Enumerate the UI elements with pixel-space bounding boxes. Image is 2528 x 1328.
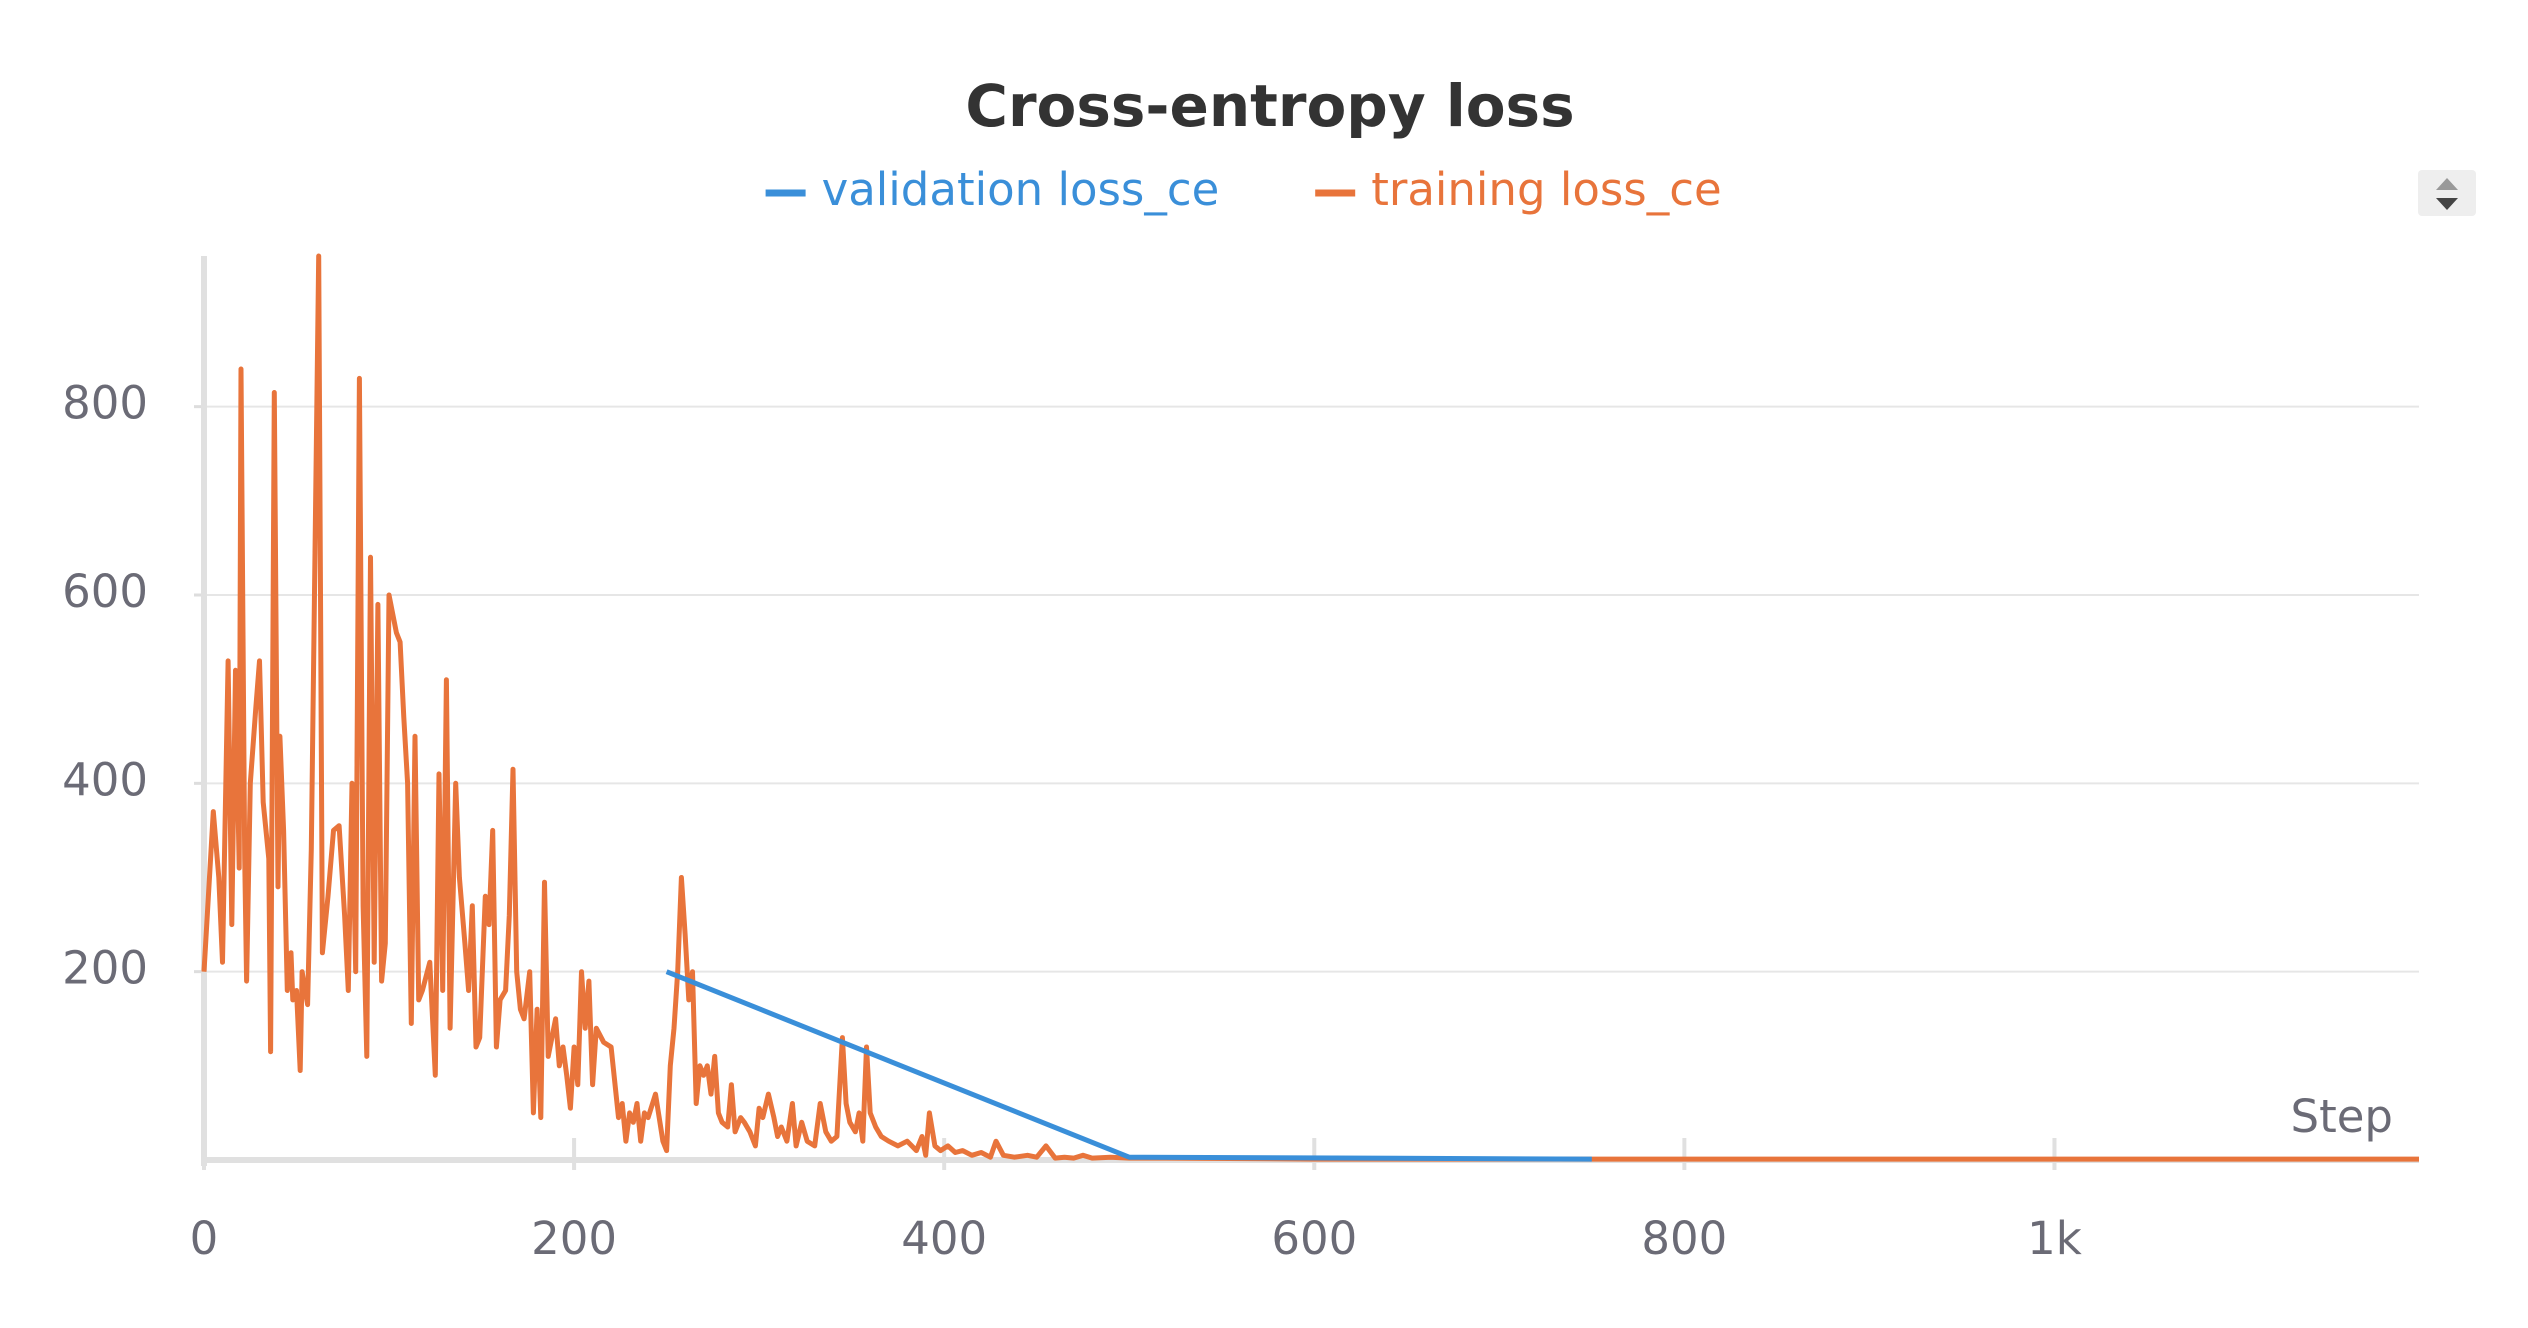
scroll-bg[interactable] xyxy=(2418,170,2476,216)
x-axis-label: Step xyxy=(2291,1090,2393,1143)
arrow-up[interactable] xyxy=(2436,178,2458,190)
y-tick-label: 400 xyxy=(62,753,148,806)
y-tick-label: 600 xyxy=(62,565,148,618)
y-tick-label: 800 xyxy=(62,377,148,430)
x-tick-label: 200 xyxy=(531,1212,617,1265)
x-tick-label: 1k xyxy=(2027,1212,2082,1265)
line-series xyxy=(201,253,2419,1162)
scroll-control[interactable] xyxy=(2418,170,2476,216)
legend-label: validation loss_ce xyxy=(822,163,1220,216)
arrow-down[interactable] xyxy=(2436,198,2458,210)
line-series xyxy=(665,969,1592,1162)
legend-label: training loss_ce xyxy=(1371,163,1722,216)
y-tick-label: 200 xyxy=(62,942,148,995)
x-tick-label: 400 xyxy=(901,1212,987,1265)
x-tick-label: 800 xyxy=(1641,1212,1727,1265)
x-tick-label: 0 xyxy=(190,1212,219,1265)
chart-title: Cross-entropy loss xyxy=(965,72,1574,140)
x-tick-label: 600 xyxy=(1271,1212,1357,1265)
